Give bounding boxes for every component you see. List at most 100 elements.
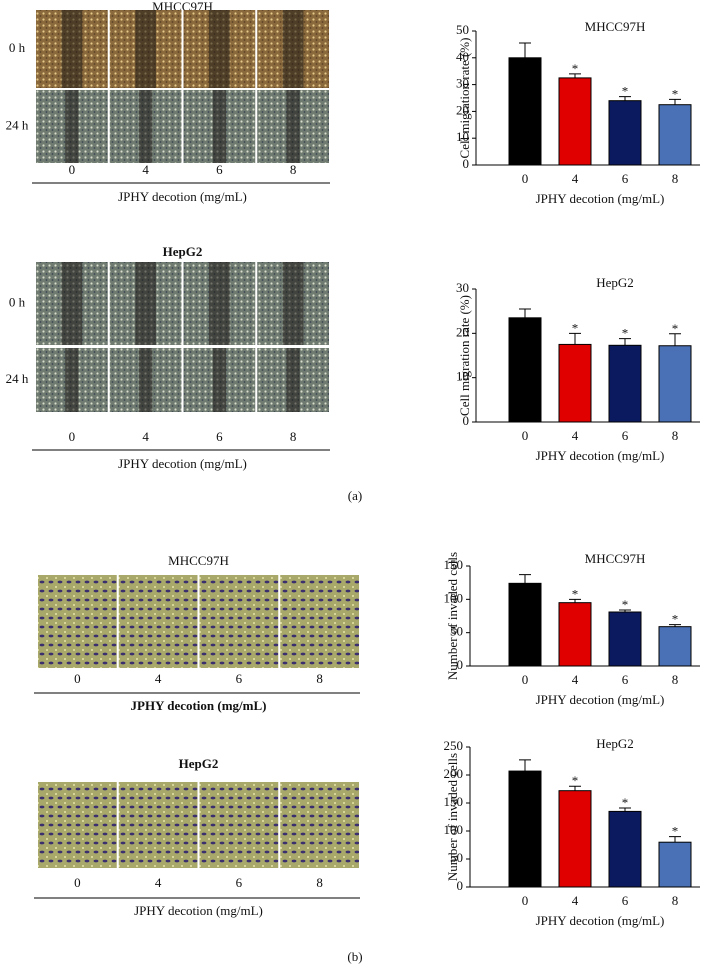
bar <box>608 810 642 888</box>
scratch-gap <box>61 262 83 345</box>
bar <box>508 770 542 888</box>
significance-label: * <box>572 773 579 788</box>
column-label: 0 <box>74 875 81 890</box>
y-tick-label: 10 <box>456 369 469 384</box>
panel-label: (b) <box>347 949 362 964</box>
x-tick-label: 6 <box>622 171 629 186</box>
x-tick-label: 4 <box>572 171 579 186</box>
column-label: 8 <box>290 429 297 444</box>
x-axis-title: JPHY decotion (mg/mL) <box>536 448 665 463</box>
x-tick-label: 6 <box>622 428 629 443</box>
y-tick-label: 50 <box>450 850 463 865</box>
bar <box>608 611 642 667</box>
x-tick-label: 0 <box>522 893 529 908</box>
panel-title: HepG2 <box>179 756 219 771</box>
significance-label: * <box>622 795 629 810</box>
significance-label: * <box>672 86 679 101</box>
error-bar <box>569 598 581 603</box>
scratch-gap <box>138 348 153 412</box>
y-axis-title: Cell migration rate (%) <box>457 38 472 159</box>
bar <box>558 343 592 423</box>
column-label: 6 <box>236 671 243 686</box>
bar <box>508 57 542 166</box>
significance-label: * <box>622 326 629 341</box>
error-bar <box>619 609 631 612</box>
x-axis-title: JPHY decotion (mg/mL) <box>536 191 665 206</box>
error-bar <box>569 332 581 345</box>
micrograph <box>118 782 198 868</box>
significance-label: * <box>572 61 579 76</box>
y-axis-title: Number of invaded cells <box>445 552 460 680</box>
scratch-gap <box>286 90 300 163</box>
column-label: 4 <box>142 429 149 444</box>
x-tick-label: 0 <box>522 672 529 687</box>
column-label: 6 <box>216 162 223 177</box>
bar <box>608 344 642 423</box>
y-tick-label: 0 <box>463 156 470 171</box>
chart-title: MHCC97H <box>585 19 646 34</box>
significance-label: * <box>622 597 629 612</box>
y-tick-label: 0 <box>457 657 464 672</box>
column-label: 0 <box>69 429 76 444</box>
error-bar <box>669 333 681 346</box>
scratch-gap <box>135 262 156 345</box>
row-label: 24 h <box>6 371 29 386</box>
x-tick-label: 8 <box>672 672 679 687</box>
bar <box>558 602 592 667</box>
bar <box>608 100 642 166</box>
error-bar <box>619 338 631 346</box>
error-bar <box>519 308 531 318</box>
micrograph <box>118 575 198 668</box>
bar <box>658 841 692 888</box>
y-tick-label: 30 <box>456 280 469 295</box>
error-bar <box>619 807 631 812</box>
column-label: 8 <box>290 162 297 177</box>
y-tick-label: 100 <box>444 822 464 837</box>
y-tick-label: 250 <box>444 738 464 753</box>
micrograph <box>38 575 117 668</box>
row-label: 0 h <box>9 294 26 309</box>
y-tick-label: 100 <box>444 590 464 605</box>
x-tick-label: 0 <box>522 171 529 186</box>
panel-title: HepG2 <box>163 244 203 259</box>
x-axis-title: JPHY decotion (mg/mL) <box>536 913 665 928</box>
y-axis-title: Number of invaded cells <box>445 753 460 881</box>
error-bar <box>519 759 531 772</box>
error-bar <box>669 624 681 627</box>
bar <box>658 626 692 667</box>
scratch-gap <box>282 262 304 345</box>
scratch-gap <box>138 90 153 163</box>
x-axis-title: JPHY decotion (mg/mL) <box>536 692 665 707</box>
chart-title: HepG2 <box>596 275 634 290</box>
y-tick-label: 10 <box>456 129 469 144</box>
scratch-gap <box>135 10 156 88</box>
x-tick-label: 8 <box>672 893 679 908</box>
significance-label: * <box>572 320 579 335</box>
y-tick-label: 0 <box>463 413 470 428</box>
error-bar <box>669 98 681 105</box>
y-tick-label: 200 <box>444 766 464 781</box>
panel-title: MHCC97H <box>168 553 229 568</box>
scratch-gap <box>209 262 230 345</box>
panel-xlabel: JPHY decotion (mg/mL) <box>131 698 267 713</box>
x-tick-label: 6 <box>622 672 629 687</box>
y-tick-label: 50 <box>450 624 463 639</box>
column-label: 0 <box>74 671 81 686</box>
row-label: 24 h <box>6 117 29 132</box>
x-tick-label: 0 <box>522 428 529 443</box>
error-bar <box>619 96 631 101</box>
scratch-gap <box>65 348 79 412</box>
y-tick-label: 30 <box>456 76 469 91</box>
column-label: 6 <box>236 875 243 890</box>
row-label: 0 h <box>9 40 26 55</box>
bar <box>558 77 592 166</box>
panel-label: (a) <box>348 488 362 503</box>
error-bar <box>519 42 531 58</box>
column-label: 0 <box>69 162 76 177</box>
error-bar <box>669 836 681 843</box>
x-tick-label: 6 <box>622 893 629 908</box>
y-axis-title: Cell migration rate (%) <box>457 295 472 416</box>
y-tick-label: 150 <box>444 794 464 809</box>
bar <box>558 790 592 888</box>
